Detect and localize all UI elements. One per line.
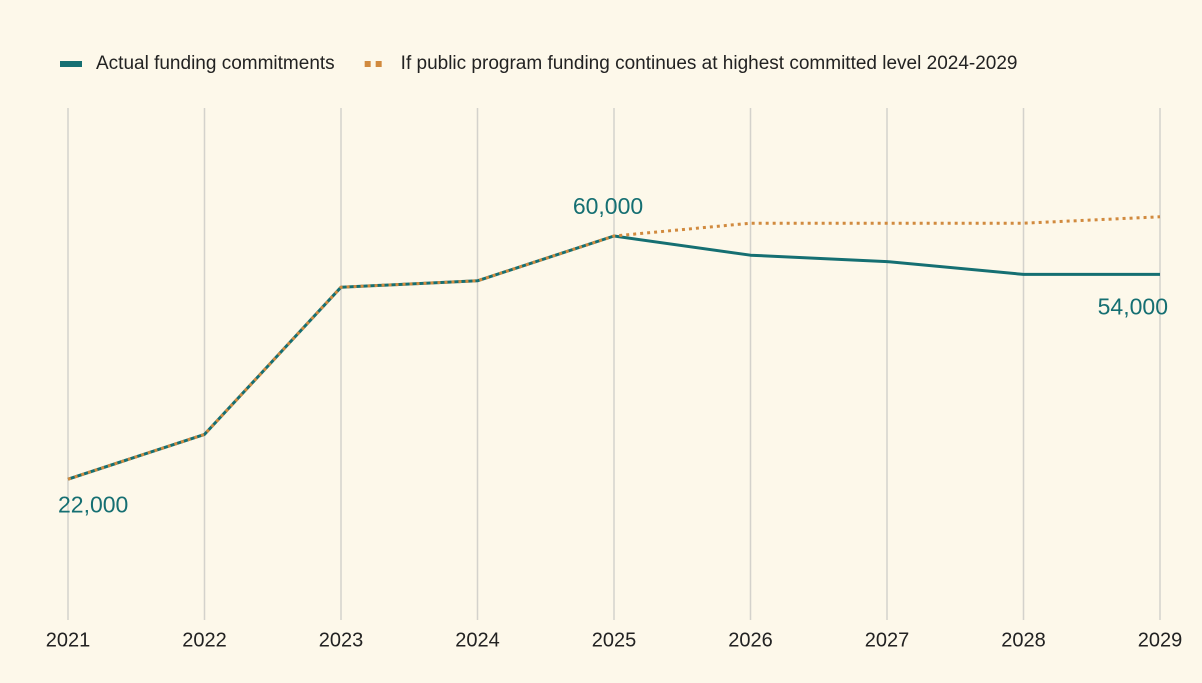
x-tick-label: 2021 xyxy=(46,629,91,651)
x-tick-label: 2023 xyxy=(319,629,364,651)
x-tick-label: 2024 xyxy=(455,629,500,651)
x-tick-label: 2025 xyxy=(592,629,637,651)
data-label: 60,000 xyxy=(573,193,643,219)
x-tick-label: 2027 xyxy=(865,629,910,651)
legend-label: Actual funding commitments xyxy=(96,53,335,74)
x-tick-label: 2028 xyxy=(1001,629,1046,651)
x-tick-label: 2029 xyxy=(1138,629,1183,651)
legend-label: If public program funding continues at h… xyxy=(401,53,1018,74)
series-line xyxy=(67,215,1161,481)
data-label: 22,000 xyxy=(58,491,128,517)
data-label: 54,000 xyxy=(1098,293,1168,319)
x-tick-label: 2026 xyxy=(728,629,773,651)
x-tick-label: 2022 xyxy=(182,629,227,651)
